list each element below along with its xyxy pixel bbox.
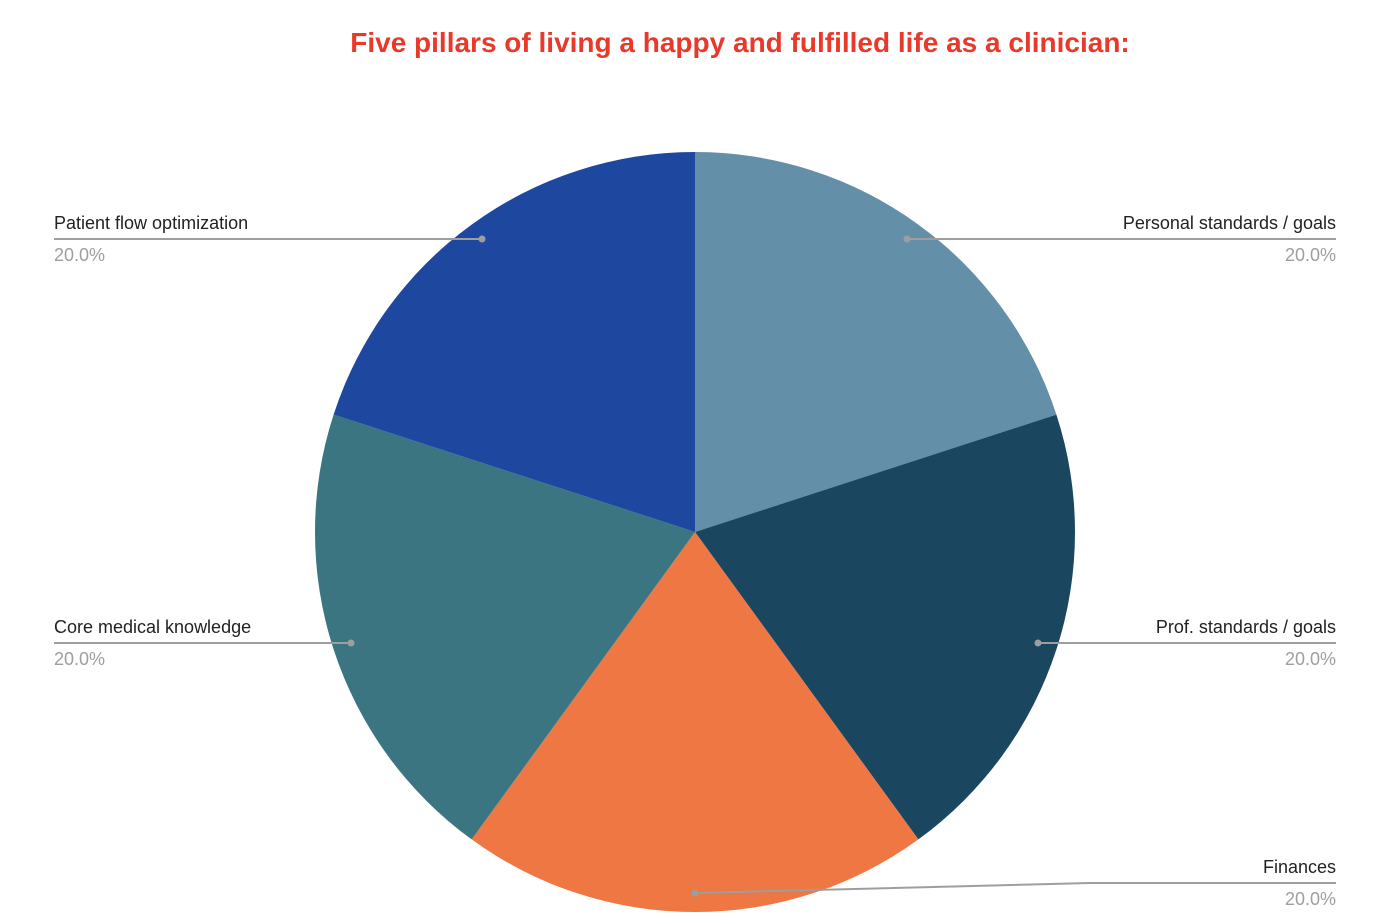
chart-title: Five pillars of living a happy and fulfi… — [350, 27, 1130, 58]
slice-percent-label: 20.0% — [1285, 245, 1336, 265]
slice-percent-label: 20.0% — [54, 245, 105, 265]
pie-slice-core-medical-knowledge — [314, 414, 695, 840]
slice-percent-label: 20.0% — [1285, 649, 1336, 669]
slice-label: Finances — [1263, 857, 1336, 877]
slice-label: Personal standards / goals — [1123, 213, 1336, 233]
pie-slice-finances — [471, 532, 919, 913]
leader-dot — [478, 235, 486, 243]
leader-dot — [691, 889, 699, 897]
pie-slices — [314, 152, 1076, 913]
leader-dot — [1034, 639, 1042, 647]
slice-label: Prof. standards / goals — [1156, 617, 1336, 637]
leader-line — [694, 882, 1336, 894]
pie-slice-patient-flow-optimization — [333, 152, 695, 532]
leader-dot — [903, 235, 911, 243]
slice-label: Patient flow optimization — [54, 213, 248, 233]
leader-dot — [347, 639, 355, 647]
slice-labels: Personal standards / goals 20.0% Prof. sta… — [54, 213, 1336, 909]
slice-percent-label: 20.0% — [1285, 889, 1336, 909]
slice-label: Core medical knowledge — [54, 617, 251, 637]
slice-percent-label: 20.0% — [54, 649, 105, 669]
pie-slice-personal-standards-goals — [695, 152, 1057, 532]
pie-slice-prof-standards-goals — [695, 414, 1076, 840]
